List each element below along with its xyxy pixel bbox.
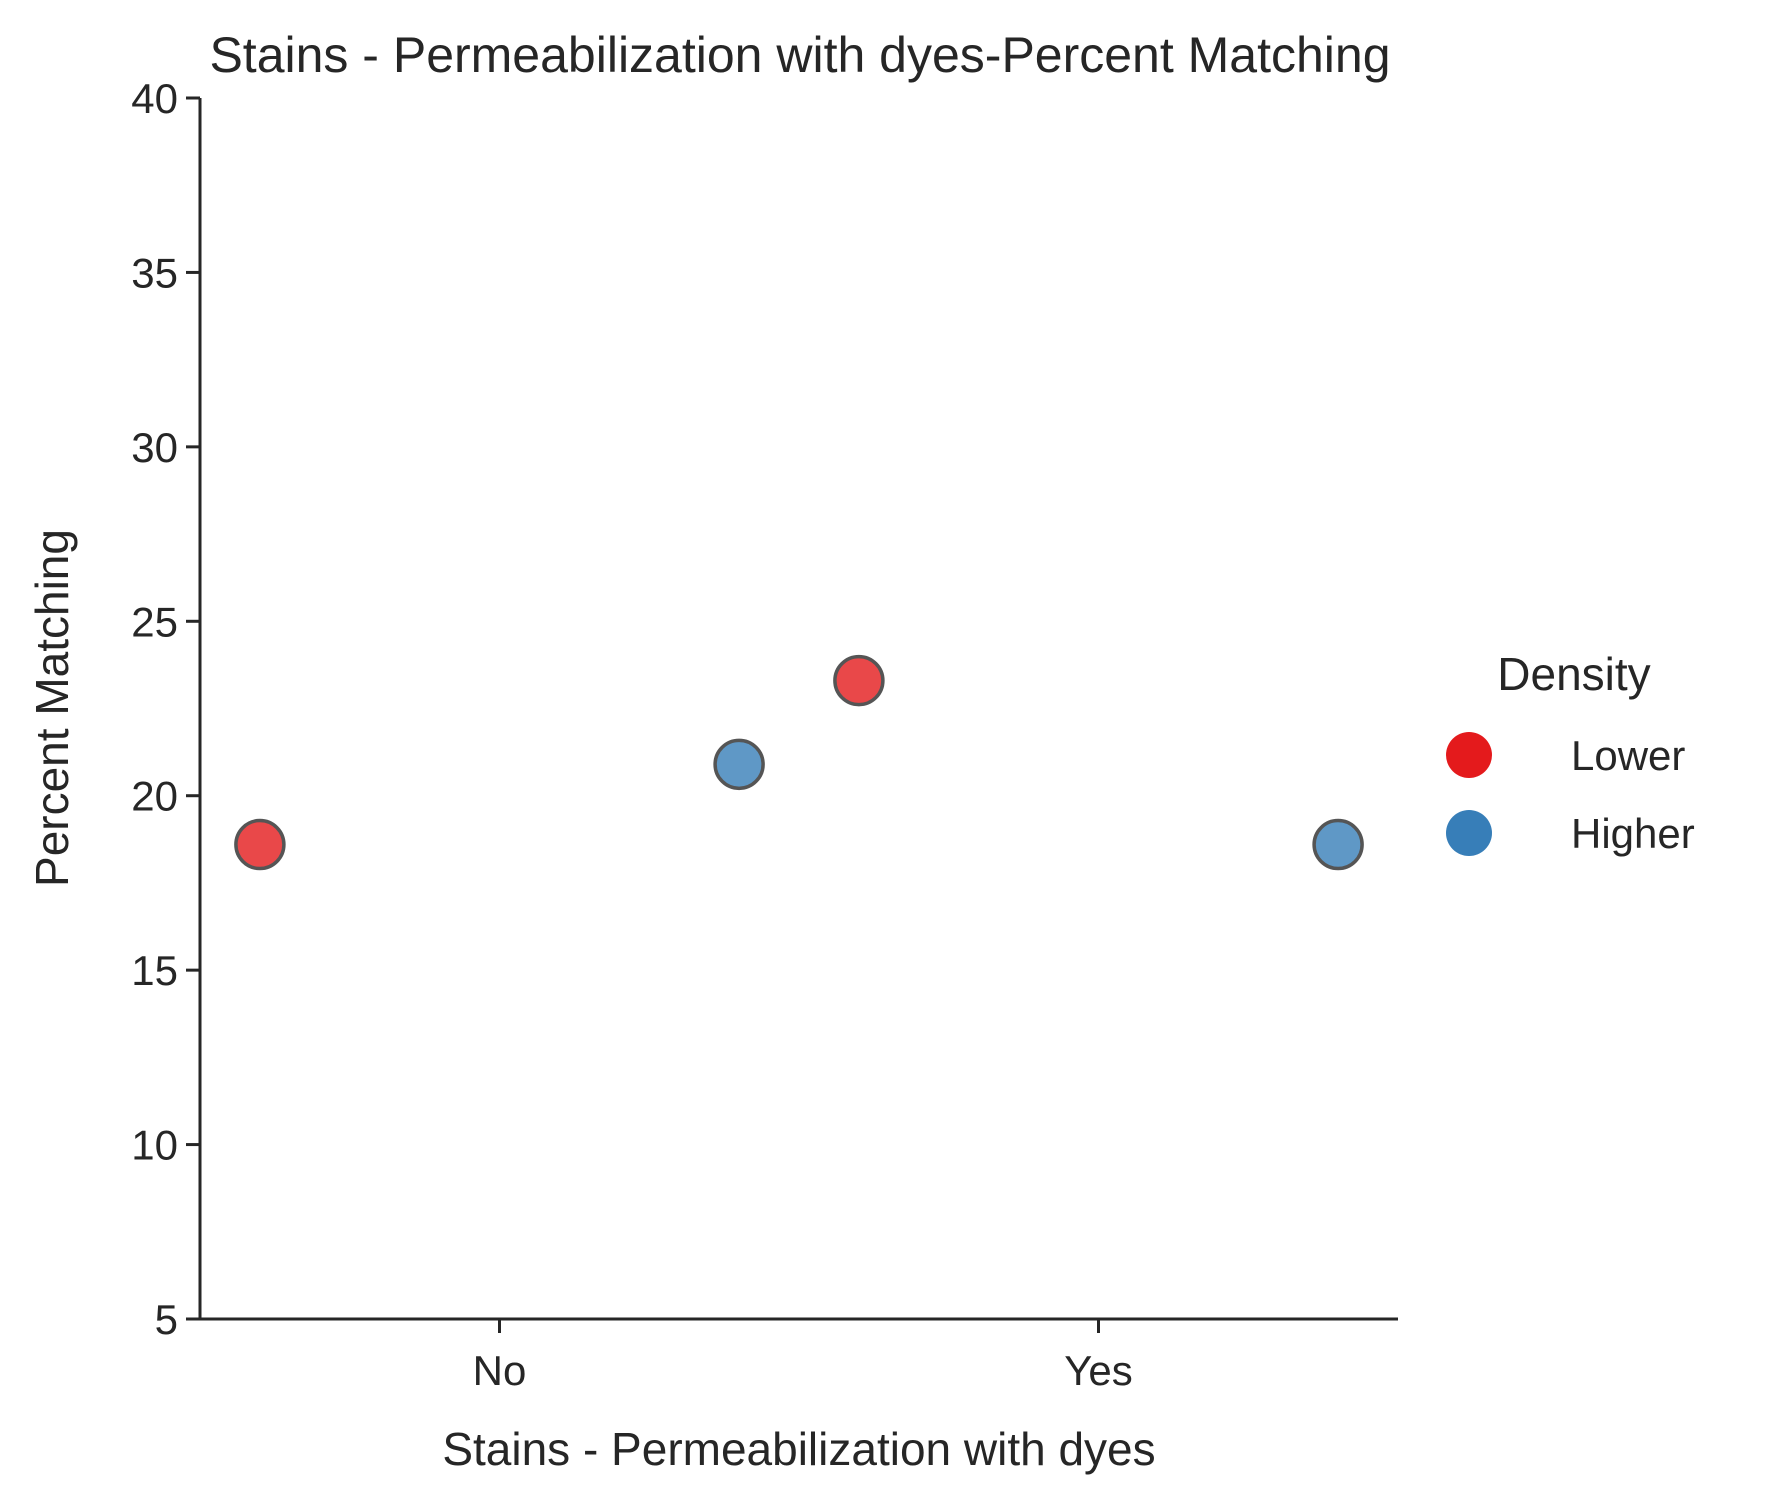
legend-label-lower: Lower	[1571, 732, 1685, 779]
y-tick-label: 35	[131, 249, 178, 296]
y-ticks: 5 10 15 20 25 30 35 40	[131, 75, 200, 1343]
y-tick-label: 25	[131, 598, 178, 645]
data-point-lower-yes	[833, 654, 885, 707]
legend-marker-higher	[1446, 810, 1492, 856]
legend-marker-lower	[1446, 732, 1492, 778]
x-tick-label: No	[473, 1347, 527, 1394]
y-tick-label: 10	[131, 1122, 178, 1169]
x-tick-label: Yes	[1064, 1347, 1133, 1394]
y-tick-label: 30	[131, 424, 178, 471]
data-point-higher-no	[713, 738, 765, 791]
y-tick-label: 40	[131, 75, 178, 122]
y-tick-label: 15	[131, 947, 178, 994]
data-points	[234, 654, 1364, 871]
y-axis-label: Percent Matching	[26, 529, 78, 887]
plot-area: 5 10 15 20 25 30 35 40 No Yes	[131, 75, 1398, 1394]
x-axis-label: Stains - Permeabilization with dyes	[442, 1423, 1155, 1475]
chart-title: Stains - Permeabilization with dyes-Perc…	[209, 27, 1390, 83]
legend: Density Lower Higher	[1446, 648, 1695, 857]
legend-label-higher: Higher	[1571, 810, 1695, 857]
legend-title: Density	[1497, 648, 1650, 700]
data-point-lower-no	[234, 818, 286, 871]
y-tick-label: 5	[155, 1296, 178, 1343]
x-ticks: No Yes	[473, 1319, 1133, 1394]
data-point-higher-yes	[1312, 818, 1364, 871]
legend-items: Lower Higher	[1446, 732, 1695, 857]
y-tick-label: 20	[131, 773, 178, 820]
